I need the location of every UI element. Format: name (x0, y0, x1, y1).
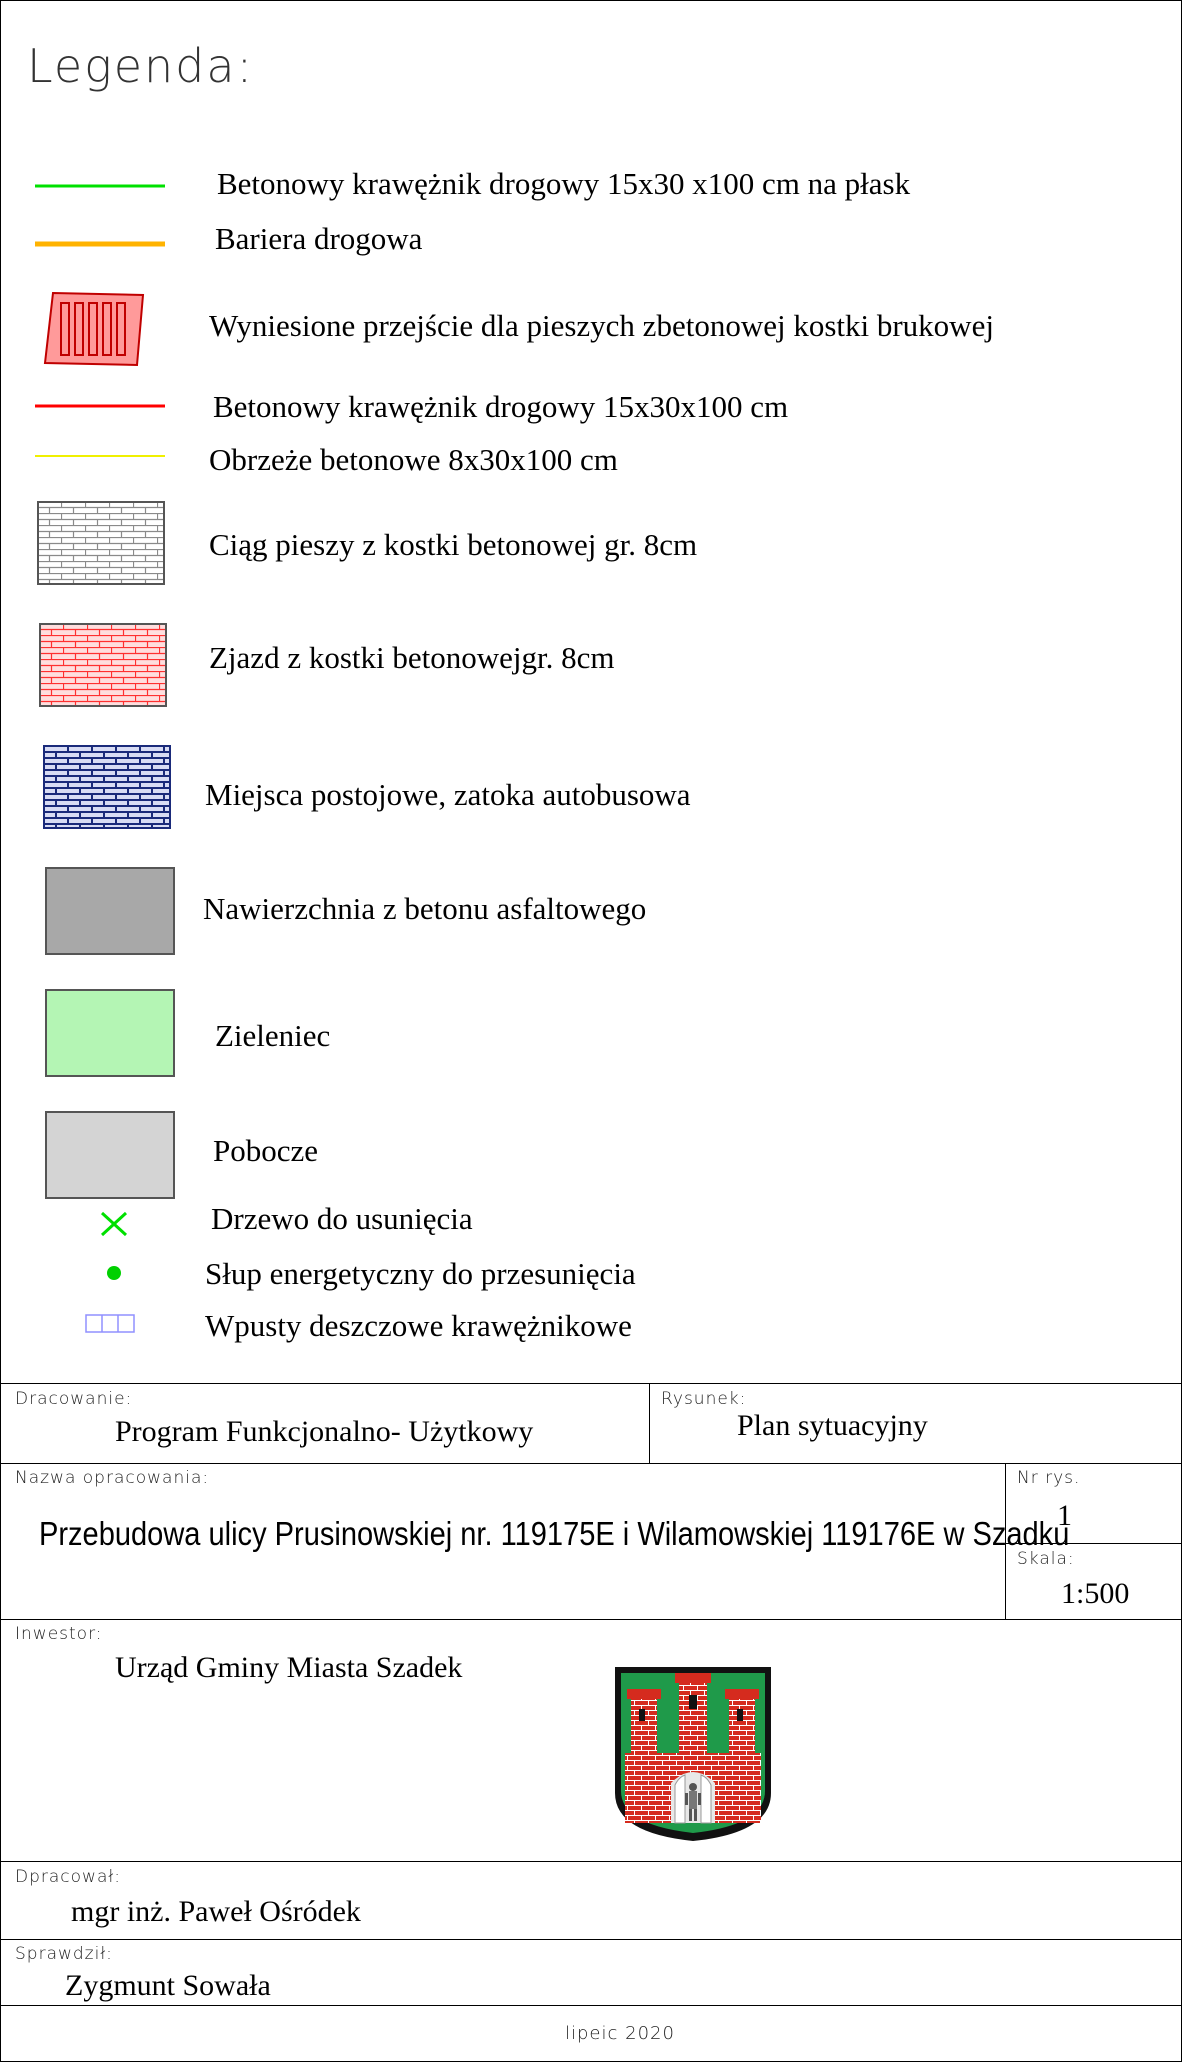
legend-label-barrier: Bariera drogowa (215, 221, 423, 256)
sprawdzil-caption: Sprawdził: (15, 1944, 113, 1964)
titleblock-divider (1005, 1543, 1181, 1544)
red-paving-icon (39, 623, 167, 707)
legend-label-footpath: Ciąg pieszy z kostki betonowej gr. 8cm (209, 527, 698, 562)
legend-label-tree-removal: Drzewo do usunięcia (211, 1201, 473, 1236)
titleblock-divider (1, 1861, 1181, 1862)
x-mark-icon (100, 1211, 128, 1237)
legend-title: Legenda: (27, 39, 255, 93)
legend-label-red-curb: Betonowy krawężnik drogowy 15x30x100 cm (213, 389, 789, 424)
titleblock-divider (1, 1383, 1181, 1384)
rysunek-caption: Rysunek: (661, 1389, 747, 1409)
project-name: Przebudowa ulicy Prusinowskiej nr. 11917… (39, 1515, 1070, 1552)
titleblock-divider (1, 1619, 1181, 1620)
rysunek-value: Plan sytuacyjny (737, 1409, 928, 1442)
legend-label-parking: Miejsca postojowe, zatoka autobusowa (205, 777, 691, 812)
dot-icon (107, 1266, 121, 1280)
gray-paving-icon (37, 501, 165, 585)
opracowanie-value: Program Funkcjonalno- Użytkowy (115, 1415, 534, 1448)
sprawdzil-value: Zygmunt Sowała (65, 1969, 271, 2002)
titleblock-divider (1005, 1463, 1006, 1619)
date-label: lipeic 2020 (565, 2023, 675, 2044)
nrrys-value: 1 (1057, 1499, 1072, 1532)
coat-of-arms-icon (615, 1667, 771, 1841)
skala-caption: Skala: (1017, 1549, 1075, 1569)
titleblock-divider (1, 2005, 1181, 2006)
blue-paving-icon (43, 745, 171, 829)
legend-label-asphalt: Nawierzchnia z betonu asfaltowego (203, 891, 647, 926)
orange-line-icon (35, 241, 165, 247)
legend-label-driveway: Zjazd z kostki betonowejgr. 8cm (209, 640, 615, 675)
titleblock-divider (1, 1463, 1181, 1464)
inwestor-value: Urząd Gminy Miasta Szadek (115, 1651, 463, 1684)
legend-label-green-curb: Betonowy krawężnik drogowy 15x30 x100 cm… (217, 166, 911, 201)
yellow-line-icon (35, 455, 165, 457)
asphalt-swatch-icon (45, 867, 175, 955)
legend-label-verge: Pobocze (213, 1133, 319, 1168)
opracowal-caption: Dpracował: (15, 1867, 121, 1887)
opracowal-value: mgr inż. Paweł Ośródek (71, 1895, 361, 1928)
titleblock-divider (649, 1383, 650, 1463)
skala-value: 1:500 (1061, 1577, 1130, 1610)
verge-swatch-icon (45, 1111, 175, 1199)
inwestor-caption: Inwestor: (15, 1624, 103, 1644)
opracowanie-caption: Dracowanie: (15, 1389, 133, 1409)
legend-label-drains: Wpusty deszczowe krawężnikowe (205, 1308, 632, 1343)
crosswalk-icon (43, 291, 145, 367)
titleblock-divider (1, 1939, 1181, 1940)
green-line-icon (35, 184, 165, 188)
nrrys-caption: Nr rys. (1017, 1468, 1081, 1488)
legend-label-pole: Słup energetyczny do przesunięcia (205, 1256, 636, 1291)
legend-label-greenery: Zieleniec (215, 1018, 331, 1053)
nazwa-caption: Nazwa opracowania: (15, 1468, 210, 1488)
legend-label-crosswalk: Wyniesione przejście dla pieszych zbeton… (209, 308, 994, 343)
drain-icon (85, 1314, 135, 1333)
green-swatch-icon (45, 989, 175, 1077)
red-line-icon (35, 404, 165, 408)
legend-label-edging: Obrzeże betonowe 8x30x100 cm (209, 442, 618, 477)
